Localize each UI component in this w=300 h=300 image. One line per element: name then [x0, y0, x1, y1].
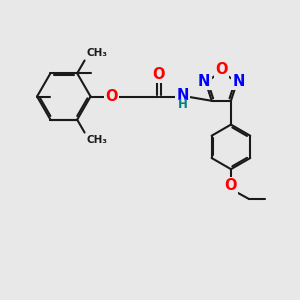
Text: N: N [232, 74, 244, 88]
Text: CH₃: CH₃ [86, 135, 107, 145]
Text: H: H [178, 98, 188, 111]
Text: O: O [105, 89, 118, 104]
Text: O: O [153, 67, 165, 82]
Text: O: O [215, 62, 228, 77]
Text: O: O [225, 178, 237, 193]
Text: N: N [198, 74, 211, 88]
Text: CH₃: CH₃ [86, 48, 107, 58]
Text: N: N [176, 88, 189, 103]
